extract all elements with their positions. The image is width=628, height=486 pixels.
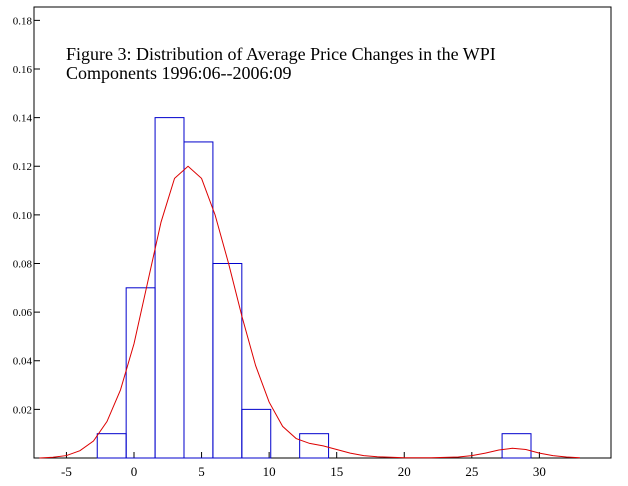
y-tick-label: 0.10 <box>13 210 33 222</box>
y-tick-label: 0.12 <box>13 161 32 173</box>
x-tick-label: 25 <box>465 464 478 479</box>
histogram-bar <box>212 262 243 459</box>
histogram-bar <box>501 433 532 459</box>
histogram-bar <box>154 117 185 459</box>
x-tick-label: 20 <box>398 464 411 479</box>
y-tick-label: 0.06 <box>13 307 33 319</box>
histogram-bar <box>241 408 272 459</box>
y-tick-label: 0.04 <box>13 356 33 368</box>
chart-title: Figure 3: Distribution of Average Price … <box>66 44 496 64</box>
histogram-bar <box>299 433 330 459</box>
y-tick-label: 0.14 <box>13 113 33 125</box>
histogram-bar <box>183 141 214 459</box>
x-tick-label: 15 <box>330 464 343 479</box>
histogram-bar <box>96 433 127 459</box>
x-tick-label: 5 <box>198 464 205 479</box>
y-tick-label: 0.18 <box>13 15 33 27</box>
y-tick-label: 0.16 <box>13 64 33 76</box>
y-tick-label: 0.02 <box>13 404 32 416</box>
y-tick-label: 0.08 <box>13 258 33 270</box>
chart-title: Components 1996:06--2006:09 <box>66 63 292 83</box>
x-tick-label: 10 <box>263 464 276 479</box>
x-tick-label: 0 <box>131 464 138 479</box>
x-tick-label: -5 <box>61 464 72 479</box>
density-curve <box>39 165 580 459</box>
x-tick-label: 30 <box>533 464 546 479</box>
